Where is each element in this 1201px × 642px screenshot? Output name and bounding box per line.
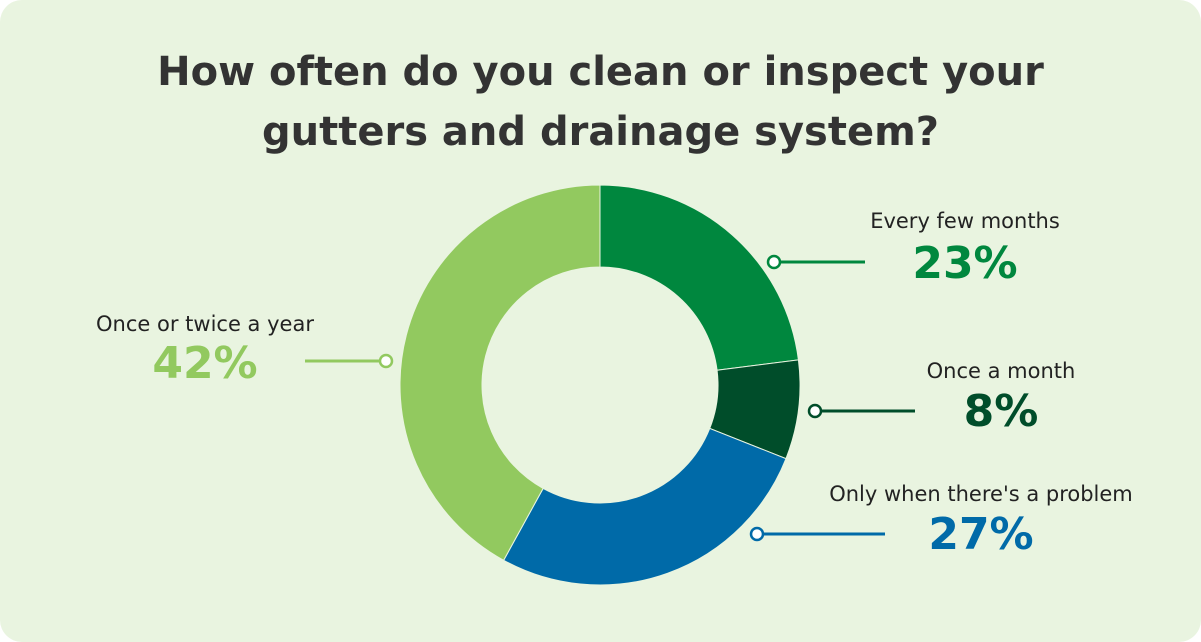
category-label: Once a month (927, 359, 1076, 383)
category-label: Once or twice a year (96, 312, 314, 336)
category-label: Every few months (870, 209, 1060, 233)
value-label: 8% (964, 386, 1039, 437)
value-label: 23% (912, 238, 1017, 289)
callout-dot (807, 403, 823, 419)
callout-dot (378, 353, 394, 369)
value-label: 27% (928, 509, 1033, 560)
donut-slice (502, 427, 787, 586)
donut-slice (599, 184, 799, 371)
donut-slice (399, 184, 601, 561)
callout-dot (749, 526, 765, 542)
value-label: 42% (152, 338, 257, 389)
chart-title: How often do you clean or inspect your g… (157, 49, 1044, 155)
category-label: Only when there's a problem (829, 482, 1133, 506)
callout-dot (766, 254, 782, 270)
